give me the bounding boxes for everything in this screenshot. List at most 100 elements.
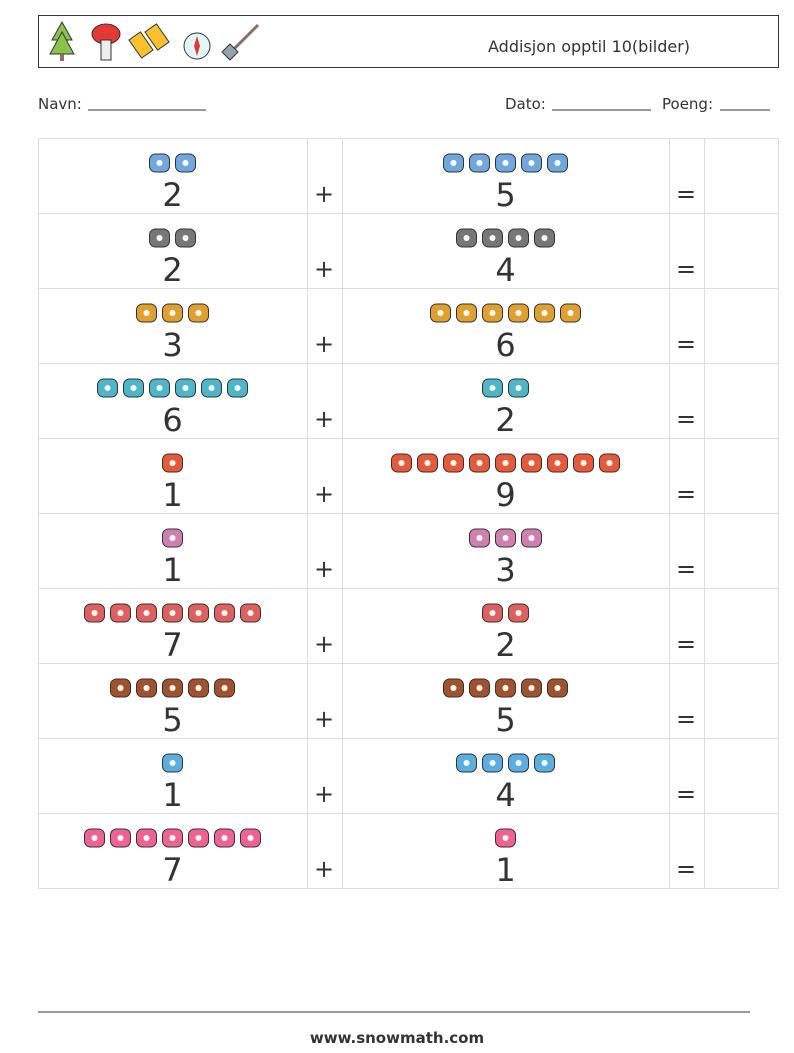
- plus: +: [314, 555, 334, 583]
- icon: [162, 603, 183, 623]
- icon-dot: [195, 835, 202, 841]
- icon-dot: [606, 460, 613, 466]
- icon-dot: [528, 460, 535, 466]
- icon: [175, 378, 196, 398]
- icon: [456, 228, 477, 248]
- icon-dot: [221, 610, 228, 616]
- equals: =: [676, 705, 696, 733]
- header-box: [38, 15, 779, 68]
- plus: +: [314, 705, 334, 733]
- icon-dot: [195, 610, 202, 616]
- icon-dot: [515, 385, 522, 391]
- icon: [534, 303, 555, 323]
- number: 1: [162, 776, 182, 814]
- icon: [521, 153, 542, 173]
- icon-dot: [515, 610, 522, 616]
- date-label: Dato:: [505, 95, 546, 113]
- icon: [482, 228, 503, 248]
- icon-dot: [221, 685, 228, 691]
- cell: [704, 438, 779, 514]
- number: 4: [495, 776, 515, 814]
- icon-dot: [502, 685, 509, 691]
- number: 1: [162, 551, 182, 589]
- icon: [573, 453, 594, 473]
- cell: [704, 813, 779, 889]
- cell: [704, 738, 779, 814]
- icon-dot: [169, 460, 176, 466]
- plus: +: [314, 180, 334, 208]
- icon: [482, 378, 503, 398]
- name-label: Navn:: [38, 95, 82, 113]
- icon: [534, 228, 555, 248]
- icon-dot: [143, 835, 150, 841]
- icon-dot: [169, 610, 176, 616]
- plus: +: [314, 780, 334, 808]
- cell: [704, 513, 779, 589]
- icon: [456, 753, 477, 773]
- icon: [482, 603, 503, 623]
- icon: [599, 453, 620, 473]
- equals: =: [676, 780, 696, 808]
- icon: [469, 678, 490, 698]
- icon: [162, 453, 183, 473]
- icon: [97, 378, 118, 398]
- icon-dot: [169, 835, 176, 841]
- icon-dot: [502, 460, 509, 466]
- icon: [123, 378, 144, 398]
- number: 6: [495, 326, 515, 364]
- icon: [508, 303, 529, 323]
- icon-dot: [489, 610, 496, 616]
- equals: =: [676, 180, 696, 208]
- icon-dot: [221, 835, 228, 841]
- icon: [482, 753, 503, 773]
- number: 7: [162, 851, 182, 889]
- icon: [547, 453, 568, 473]
- icon-dot: [156, 235, 163, 241]
- icon: [521, 528, 542, 548]
- number: 7: [162, 626, 182, 664]
- icon-dot: [463, 760, 470, 766]
- cell: [704, 213, 779, 289]
- icon-dot: [450, 460, 457, 466]
- icon-dot: [182, 385, 189, 391]
- number: 1: [162, 476, 182, 514]
- icon-dot: [182, 235, 189, 241]
- icon-dot: [567, 310, 574, 316]
- icon: [443, 453, 464, 473]
- icon-dot: [398, 460, 405, 466]
- icon: [508, 753, 529, 773]
- plus: +: [314, 405, 334, 433]
- cell: [704, 288, 779, 364]
- equals: =: [676, 630, 696, 658]
- title: Addisjon opptil 10(bilder): [488, 37, 690, 56]
- icon: [508, 228, 529, 248]
- icon-dot: [463, 310, 470, 316]
- icon: [495, 453, 516, 473]
- equals: =: [676, 330, 696, 358]
- icon-dot: [476, 460, 483, 466]
- icon-dot: [502, 535, 509, 541]
- icon: [136, 678, 157, 698]
- icon-dot: [541, 310, 548, 316]
- header-icons: [49, 20, 260, 61]
- icon: [162, 753, 183, 773]
- icon-dot: [476, 160, 483, 166]
- icon-dot: [143, 610, 150, 616]
- cell: [704, 138, 779, 214]
- icon: [495, 828, 516, 848]
- equals: =: [676, 855, 696, 883]
- icon: [188, 303, 209, 323]
- equals: =: [676, 555, 696, 583]
- number: 5: [162, 701, 182, 739]
- number: 2: [495, 626, 515, 664]
- icon: [430, 303, 451, 323]
- icon: [391, 453, 412, 473]
- icon-dot: [195, 685, 202, 691]
- icon: [417, 453, 438, 473]
- icon: [188, 603, 209, 623]
- number: 9: [495, 476, 515, 514]
- icon-dot: [424, 460, 431, 466]
- icon-dot: [476, 535, 483, 541]
- score-label: Poeng:: [662, 95, 713, 113]
